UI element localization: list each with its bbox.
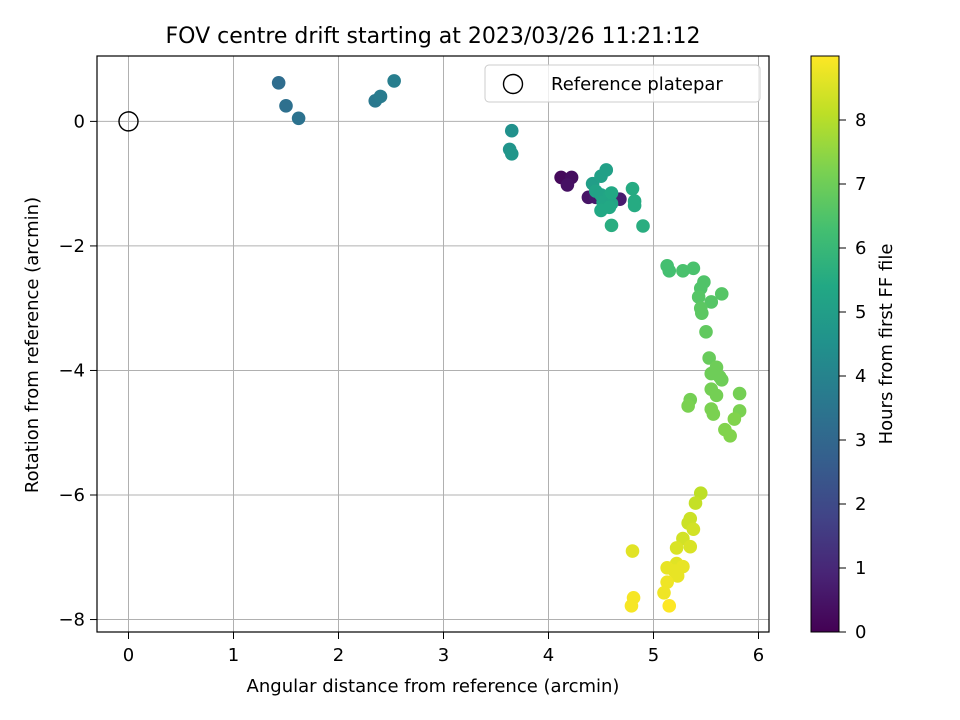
- data-point: [660, 575, 674, 589]
- colorbar-tick-label: 0: [855, 622, 866, 643]
- data-point: [723, 429, 737, 443]
- y-tick-label: −2: [58, 236, 85, 257]
- data-point: [279, 99, 293, 113]
- data-points: [271, 74, 747, 613]
- y-axis-ticks: 0 −2 −4 −6 −8: [58, 111, 97, 631]
- data-point: [373, 89, 388, 104]
- y-axis-label: Rotation from reference (arcmin): [22, 197, 43, 493]
- colorbar-gradient: [810, 55, 840, 633]
- colorbar-tick-label: 2: [855, 494, 866, 515]
- data-point: [291, 111, 306, 126]
- data-point: [683, 539, 698, 554]
- colorbar-tick-label: 8: [855, 110, 866, 131]
- data-point: [691, 290, 706, 304]
- data-point: [504, 123, 519, 138]
- legend-label: Reference platepar: [551, 74, 723, 95]
- data-point: [699, 325, 713, 339]
- data-point: [695, 306, 709, 320]
- x-tick-label: 1: [228, 645, 239, 666]
- data-point: [604, 218, 619, 233]
- y-tick-label: −4: [58, 360, 85, 381]
- x-tick-label: 5: [648, 645, 659, 666]
- data-point: [602, 200, 617, 215]
- data-point: [657, 585, 671, 600]
- colorbar-tick-label: 6: [855, 238, 866, 259]
- y-tick-label: 0: [74, 111, 85, 132]
- chart-title: FOV centre drift starting at 2023/03/26 …: [166, 24, 701, 49]
- legend-box: [484, 64, 761, 103]
- legend: Reference platepar: [484, 64, 761, 103]
- colorbar-tick-label: 1: [855, 558, 866, 579]
- reference-marker: [118, 111, 139, 132]
- data-point: [636, 219, 650, 233]
- data-point: [681, 399, 695, 413]
- grid-lines: [97, 56, 769, 632]
- colorbar-tick-label: 4: [855, 366, 866, 387]
- data-point: [662, 599, 677, 613]
- data-point: [625, 544, 640, 558]
- data-point: [560, 178, 575, 192]
- data-point: [599, 163, 614, 177]
- data-point: [727, 412, 742, 426]
- data-point: [676, 264, 690, 278]
- x-tick-label: 0: [123, 645, 134, 666]
- reference-marker-group: [118, 111, 139, 132]
- data-point: [732, 386, 747, 401]
- y-tick-label: −6: [58, 485, 85, 506]
- data-point: [504, 146, 519, 161]
- data-point: [604, 186, 619, 200]
- data-point: [662, 264, 677, 278]
- data-point: [702, 351, 716, 365]
- data-point: [686, 522, 701, 537]
- x-tick-label: 6: [753, 645, 764, 666]
- data-point: [704, 295, 719, 309]
- plot-frame: [96, 55, 770, 633]
- data-point: [709, 388, 724, 403]
- data-point: [625, 181, 640, 196]
- colorbar-ticks: 0 1 2 3 4 5 6 7 8: [839, 110, 866, 643]
- x-tick-label: 3: [438, 645, 449, 666]
- data-point: [627, 198, 642, 213]
- colorbar-tick-label: 5: [855, 302, 866, 323]
- data-point: [271, 75, 286, 90]
- data-point: [670, 569, 685, 583]
- y-tick-label: −8: [58, 610, 85, 631]
- data-point: [693, 486, 708, 500]
- x-tick-label: 2: [333, 645, 344, 666]
- colorbar-label: Hours from first FF file: [876, 244, 897, 445]
- data-point: [387, 74, 401, 88]
- legend-reference-marker: [502, 73, 524, 95]
- colorbar-tick-label: 3: [855, 430, 866, 451]
- data-point: [624, 599, 639, 613]
- data-point: [686, 261, 701, 276]
- data-point: [714, 373, 729, 387]
- x-tick-label: 4: [543, 645, 554, 666]
- data-point: [669, 541, 684, 555]
- colorbar: 0 1 2 3 4 5 6 7 8 Hours from first FF file: [810, 55, 897, 643]
- colorbar-tick-label: 7: [855, 174, 866, 195]
- x-axis-label: Angular distance from reference (arcmin): [247, 676, 620, 697]
- data-point: [688, 496, 703, 510]
- data-point: [714, 287, 729, 301]
- x-axis-ticks: 0 1 2 3 4 5 6: [123, 632, 764, 666]
- data-point: [706, 407, 721, 421]
